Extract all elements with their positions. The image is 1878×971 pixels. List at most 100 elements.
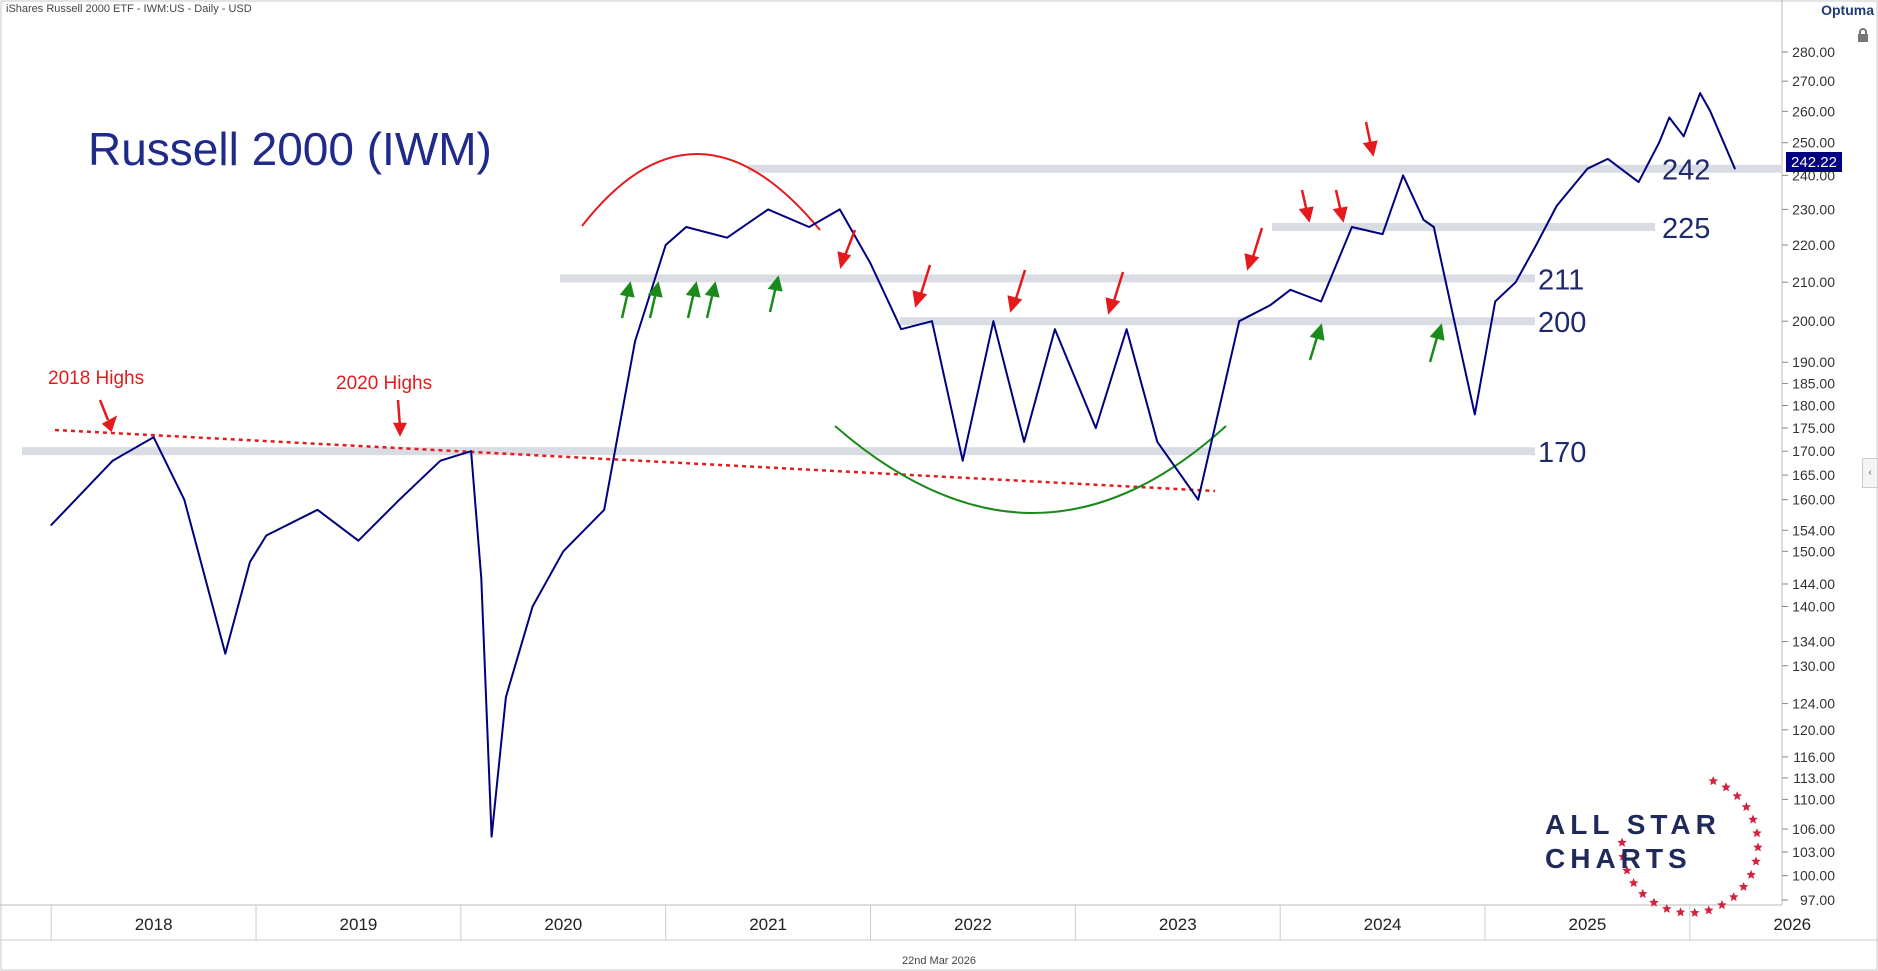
price-point: [152, 436, 155, 439]
logo-line-1: ALL STAR: [1545, 809, 1721, 840]
collapse-panel-icon[interactable]: ‹: [1862, 458, 1878, 488]
chart-date: 22nd Mar 2026: [902, 955, 976, 967]
y-tick-label: 230.00: [1792, 201, 1835, 217]
logo-star: [1721, 782, 1731, 792]
chart-title: Russell 2000 (IWM): [88, 123, 492, 175]
rounding-bottom-arc: [834, 425, 1227, 514]
y-tick-label: 116.00: [1793, 749, 1835, 765]
y-tick-label: 270.00: [1792, 73, 1835, 89]
green-arrow: [704, 281, 720, 319]
downtrend-line: [54, 428, 1216, 493]
price-point: [1699, 92, 1701, 94]
all-star-charts-logo: ALL STAR CHARTS: [1545, 808, 1721, 876]
level-band: [900, 317, 1535, 326]
price-point: [357, 539, 360, 542]
price-point: [685, 226, 687, 228]
logo-star: [1704, 905, 1714, 915]
price-point: [931, 320, 933, 323]
level-label: 211: [1538, 264, 1584, 296]
price-point: [1095, 427, 1097, 429]
y-tick-label: 134.00: [1792, 634, 1835, 650]
logo-star: [1649, 897, 1659, 907]
rounding-top-arc: [581, 153, 821, 231]
red-arrow: [1298, 189, 1314, 223]
price-point: [767, 208, 769, 211]
logo-star: [1662, 903, 1672, 913]
red-arrow: [1007, 269, 1027, 313]
price-point: [439, 459, 442, 462]
price-point: [50, 524, 53, 526]
logo-line-2: CHARTS: [1545, 843, 1692, 874]
price-point: [1402, 174, 1404, 177]
red-arrow: [837, 229, 857, 270]
price-point: [1432, 226, 1435, 228]
red-arrow: [912, 264, 932, 308]
green-arrow: [647, 281, 663, 319]
red-arrow: [392, 399, 408, 437]
logo-star: [1675, 907, 1686, 917]
price-point: [1197, 498, 1200, 501]
price-point: [490, 835, 493, 838]
level-band: [560, 274, 1535, 283]
red-arrow: [98, 399, 118, 433]
level-label: 200: [1538, 307, 1586, 339]
y-tick-label: 180.00: [1792, 397, 1835, 413]
price-point: [224, 652, 227, 655]
price-point: [1473, 413, 1476, 416]
price-point: [111, 459, 114, 462]
price-point: [1607, 158, 1609, 160]
price-point: [398, 498, 401, 501]
logo-star: [1618, 851, 1628, 861]
green-arrow: [1308, 323, 1325, 361]
y-tick-label: 120.00: [1792, 722, 1835, 738]
price-point: [603, 508, 606, 511]
annotation-2018-highs: 2018 Highs: [48, 368, 144, 389]
y-tick-label: 280.00: [1792, 44, 1835, 60]
all-star-charts-logo-stars: [1617, 776, 1763, 917]
price-point: [634, 340, 636, 343]
logo-star: [1738, 881, 1749, 891]
price-point: [562, 550, 565, 553]
price-point: [1658, 141, 1660, 144]
y-tick-label: 220.00: [1792, 237, 1835, 253]
lock-icon[interactable]: [1856, 28, 1870, 42]
price-point: [1535, 244, 1538, 246]
price-point: [838, 208, 841, 211]
last-price-badge: [1786, 152, 1842, 172]
logo-star: [1748, 814, 1758, 824]
logo-star: [1753, 842, 1763, 852]
price-point: [1054, 328, 1056, 331]
price-point: [1125, 328, 1128, 331]
price-point: [726, 236, 728, 239]
y-tick-label: 210.00: [1792, 274, 1835, 290]
logo-star: [1751, 856, 1761, 866]
price-point: [1422, 219, 1425, 221]
x-tick-label: 2018: [135, 915, 173, 934]
y-tick-label: 140.00: [1792, 599, 1835, 615]
y-tick-label: 100.00: [1792, 868, 1835, 884]
level-label: 242: [1662, 155, 1710, 187]
price-point: [1682, 135, 1685, 138]
price-point: [869, 262, 872, 265]
price-point: [992, 320, 995, 323]
price-point: [1238, 320, 1241, 323]
price-point: [1156, 441, 1159, 443]
logo-star: [1690, 907, 1700, 917]
price-point: [808, 226, 810, 228]
level-label: 170: [1538, 437, 1586, 469]
price-point: [1289, 289, 1292, 291]
x-tick-label: 2023: [1159, 915, 1197, 934]
logo-star: [1708, 776, 1718, 786]
level-label: 225: [1662, 213, 1710, 245]
price-point: [664, 244, 667, 246]
green-arrow: [767, 275, 783, 313]
price-point: [900, 328, 903, 331]
x-tick-label: 2026: [1773, 915, 1811, 934]
y-tick-label: 160.00: [1792, 492, 1835, 508]
price-point: [1320, 300, 1322, 303]
y-tick-label: 185.00: [1792, 376, 1835, 392]
price-line: [50, 92, 1736, 838]
y-tick-label: 175.00: [1792, 420, 1835, 436]
y-tick-label: 144.00: [1792, 576, 1835, 592]
x-axis: 2018 2019 2020 2021 2022 2023 2024 2025 2026: [50, 905, 1811, 940]
